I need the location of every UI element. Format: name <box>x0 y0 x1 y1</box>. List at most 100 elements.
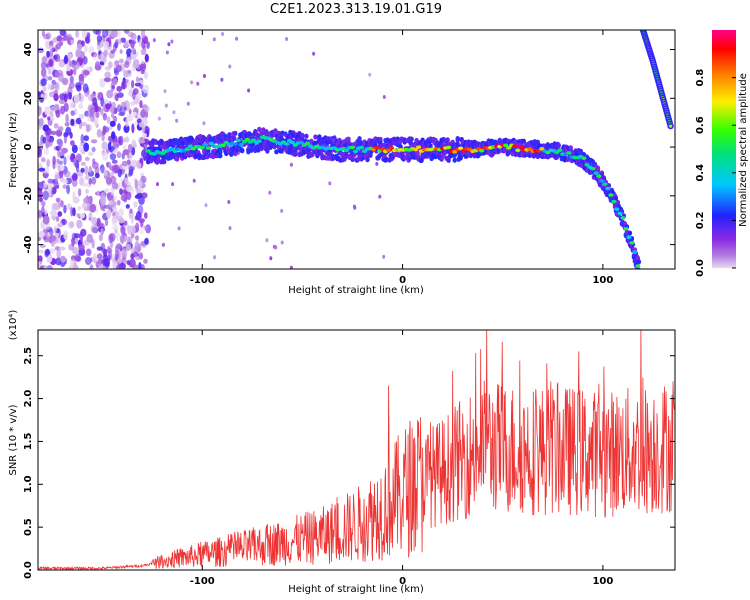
noise-blob <box>113 78 118 86</box>
noise-blob <box>54 82 59 90</box>
noise-blob <box>75 49 81 58</box>
noise-blob <box>71 240 75 247</box>
figure-title: C2E1.2023.313.19.01.G19 <box>270 2 442 17</box>
noise-blob <box>41 201 46 208</box>
noise-blob <box>113 196 118 201</box>
noise-blob <box>57 144 63 151</box>
ridge-halo <box>272 143 277 149</box>
noise-blob <box>102 151 109 161</box>
noise-blob <box>93 252 97 261</box>
sparse-point <box>378 194 382 199</box>
noise-blob <box>144 105 150 113</box>
x-tick-label: 100 <box>592 576 613 587</box>
noise-blob <box>131 47 136 55</box>
noise-blob <box>70 206 74 217</box>
noise-blob <box>115 249 120 259</box>
x-tick-label: 0 <box>399 275 406 286</box>
noise-blob <box>56 158 60 164</box>
noise-blob <box>100 108 104 116</box>
noise-blob <box>116 200 121 206</box>
noise-blob <box>143 138 150 145</box>
noise-blob <box>119 49 123 54</box>
noise-blob <box>55 109 61 118</box>
ridge-core <box>304 141 310 146</box>
noise-blob <box>69 258 76 266</box>
noise-blob <box>81 30 88 39</box>
noise-blob <box>135 76 140 83</box>
ridge-core <box>566 151 572 155</box>
ridge-core <box>352 149 359 154</box>
noise-blob <box>95 111 100 119</box>
noise-blob <box>39 117 44 127</box>
noise-blob <box>96 253 103 260</box>
noise-blob <box>40 67 47 78</box>
noise-blob <box>137 204 144 215</box>
noise-blob <box>74 233 81 239</box>
noise-blob <box>80 228 87 237</box>
noise-blob <box>112 206 118 213</box>
noise-blob <box>83 142 90 152</box>
y-tick-label: -20 <box>23 187 34 205</box>
noise-blob <box>40 78 47 87</box>
noise-blob <box>109 200 114 206</box>
ridge-core <box>220 143 226 148</box>
noise-blob <box>107 196 115 202</box>
noise-blob <box>116 151 122 159</box>
ridge-core <box>617 211 623 216</box>
noise-blob <box>124 30 130 34</box>
noise-blob <box>82 56 88 65</box>
sparse-point <box>221 32 225 36</box>
spectrogram-ridge <box>145 126 642 269</box>
ridge-core <box>184 147 190 151</box>
noise-blob <box>126 113 134 122</box>
sparse-point <box>186 101 190 106</box>
noise-blob <box>103 50 108 58</box>
noise-blob <box>43 33 50 40</box>
ridge-halo <box>162 159 167 165</box>
noise-blob <box>46 158 51 168</box>
noise-blob <box>144 71 148 80</box>
noise-blob <box>72 60 78 66</box>
noise-blob <box>84 44 88 53</box>
noise-blob <box>128 86 134 94</box>
ridge-halo <box>279 148 284 154</box>
ridge-core <box>202 142 208 147</box>
ridge-core <box>626 235 632 240</box>
noise-blob <box>130 217 134 224</box>
sparse-point <box>289 265 293 269</box>
ridge-halo <box>578 148 584 154</box>
noise-blob <box>57 211 63 217</box>
sparse-point <box>272 244 276 249</box>
x-tick-label: 0 <box>399 576 406 587</box>
spectrogram-y-ticks: -40 -20 0 20 40 <box>23 43 675 254</box>
noise-blob <box>116 243 122 250</box>
noise-blob <box>124 177 128 185</box>
sparse-point <box>289 162 293 167</box>
noise-blob <box>49 50 54 58</box>
sparse-point <box>368 72 372 77</box>
ridge-halo <box>428 143 433 149</box>
sparse-point <box>171 182 175 187</box>
noise-blob <box>62 179 68 184</box>
noise-blob <box>75 117 82 125</box>
snr-y-label: SNR (10 * v/v) <box>8 404 19 475</box>
noise-blob <box>117 257 123 264</box>
noise-blob <box>140 264 145 269</box>
noise-blob <box>86 233 94 244</box>
sparse-point <box>177 226 181 231</box>
noise-blob <box>77 188 82 197</box>
noise-blob <box>45 249 51 256</box>
noise-blob <box>48 57 55 68</box>
ridge-core <box>503 143 509 148</box>
noise-blob <box>69 101 74 109</box>
noise-blob <box>53 54 58 60</box>
x-tick-label: -100 <box>190 576 215 587</box>
ridge-halo <box>595 165 601 171</box>
noise-blob <box>83 135 89 142</box>
noise-blob <box>39 140 44 150</box>
noise-blob <box>123 79 129 84</box>
noise-blob <box>78 93 84 103</box>
noise-blob <box>91 146 96 153</box>
noise-blob <box>46 140 50 149</box>
noise-blob <box>102 30 109 38</box>
